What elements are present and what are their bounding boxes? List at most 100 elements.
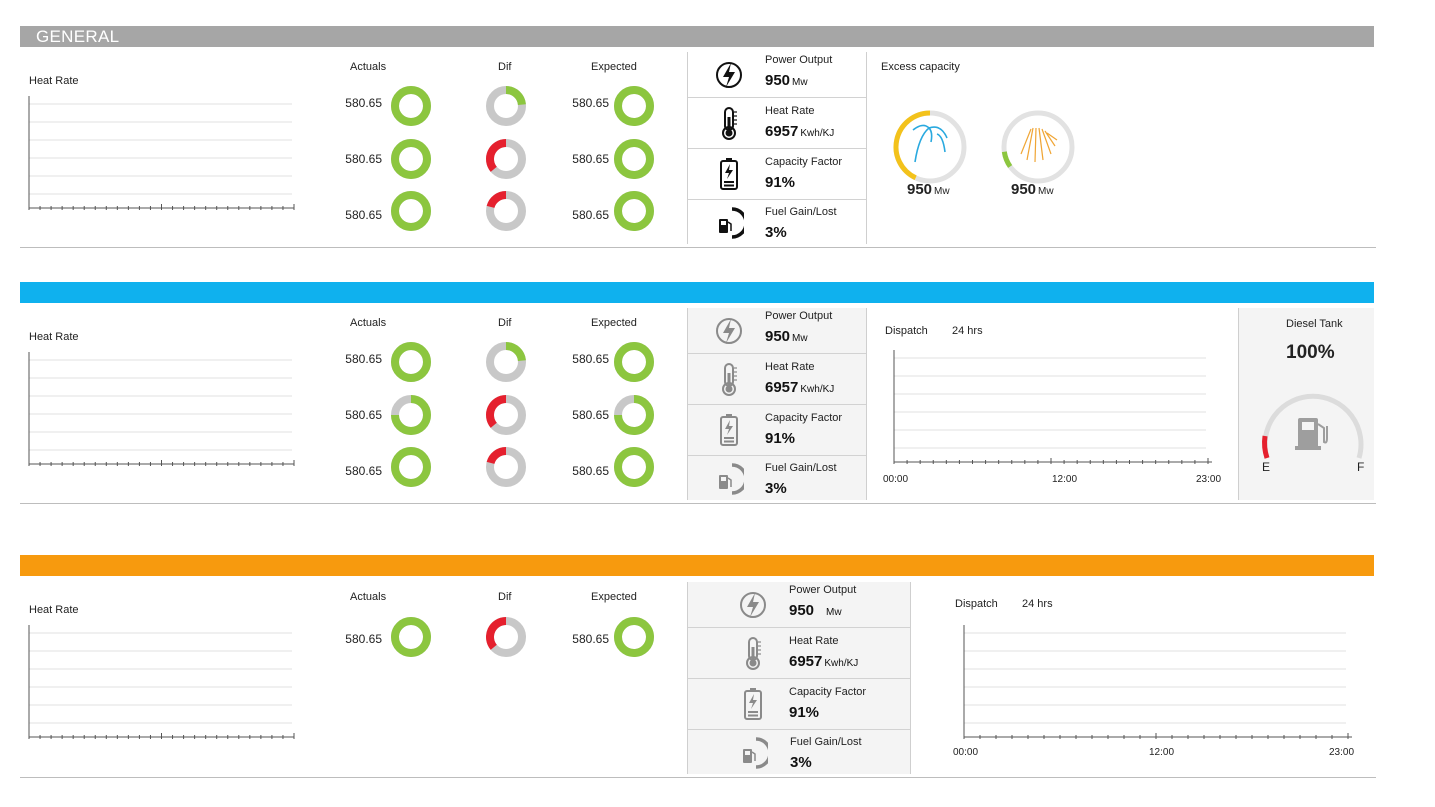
donut-fill (486, 191, 507, 209)
expected-donut (614, 447, 654, 487)
metric-label: Capacity Factor (789, 686, 867, 698)
donut-fill (614, 191, 654, 231)
expected-header: Expected (591, 317, 637, 329)
wind-capacity-value: 950 Mw (907, 181, 950, 198)
actual-donut (391, 191, 431, 231)
donut-fill (391, 191, 431, 231)
actual-value: 580.65 (345, 352, 382, 366)
excess-capacity-label: Excess capacity (881, 61, 960, 73)
dif-donut (486, 342, 526, 382)
metric-label: Fuel Gain/Lost (790, 736, 862, 748)
donut-fill (391, 447, 431, 487)
dispatch-tick-end: 23:00 (1196, 474, 1222, 485)
metric-label: Fuel Gain/Lost (765, 206, 837, 218)
section-header (20, 555, 1374, 576)
actual-donut (391, 342, 431, 382)
actual-donut (391, 139, 431, 179)
metric-value: 6957 Kwh/KJ (765, 123, 834, 140)
metric-capacity-factor: Capacity Factor 91% (688, 679, 910, 730)
power-value: 950 (789, 602, 815, 619)
metric-value: 91% (765, 174, 796, 191)
section-divider (20, 777, 1376, 778)
donut-fill (486, 395, 507, 428)
heat-rate-unit: Kwh/KJ (824, 658, 859, 669)
expected-value: 580.65 (572, 352, 609, 366)
donut-fill (614, 395, 654, 435)
expected-donut (614, 342, 654, 382)
metric-fuel-gain: Fuel Gain/Lost 3% (688, 730, 910, 774)
wind-gauge (893, 110, 967, 184)
dif-donut (486, 395, 526, 435)
metric-heat-rate: Heat Rate 6957 Kwh/KJ (688, 354, 866, 405)
metric-value: 6957 Kwh/KJ (765, 379, 834, 396)
donut-fill (505, 86, 526, 106)
gauge-unit: Mw (1038, 186, 1054, 197)
heat-rate-label: Heat Rate (29, 75, 79, 87)
metric-value: 950 Mw (765, 328, 808, 345)
gauge-unit: Mw (934, 186, 950, 197)
dispatch-label: Dispatch (955, 598, 998, 610)
power-value: 950 (765, 328, 791, 345)
actuals-header: Actuals (350, 61, 387, 73)
solar-capacity-value: 950 Mw (1011, 181, 1054, 198)
dispatch-label: Dispatch (885, 325, 928, 337)
metric-label: Power Output (765, 54, 833, 66)
expected-donut (614, 395, 654, 435)
metric-value: 6957 Kwh/KJ (789, 653, 858, 670)
section-title: GENERAL (36, 27, 120, 46)
metric-label: Capacity Factor (765, 412, 843, 424)
dispatch-tick-mid: 12:00 (1149, 747, 1175, 758)
dispatch-tick-end: 23:00 (1329, 747, 1355, 758)
dif-header: Dif (498, 591, 512, 603)
solar-gauge (1001, 110, 1075, 184)
section-orange: Heat Rate Actuals Dif Expected 580.65 58… (20, 555, 1376, 778)
donut-fill (505, 342, 526, 362)
metrics-panel: Power Output 950 Mw Heat Rate 6957 Kwh/KJ … (687, 308, 867, 500)
section-divider (20, 247, 1376, 248)
expected-donut (614, 617, 654, 657)
expected-value: 580.65 (572, 464, 609, 478)
gauge-value: 950 (907, 181, 933, 198)
metric-label: Power Output (789, 584, 857, 596)
metric-value: 950 Mw (765, 72, 808, 89)
metric-power-output: Power Output 950 Mw (688, 52, 866, 98)
actual-donut (391, 395, 431, 435)
actual-value: 580.65 (345, 408, 382, 422)
metric-label: Heat Rate (765, 361, 815, 373)
solar-icon (1020, 127, 1058, 163)
dif-header: Dif (498, 61, 512, 73)
expected-value: 580.65 (572, 152, 609, 166)
metric-power-output: Power Output 950 Mw (688, 308, 866, 354)
expected-value: 580.65 (572, 208, 609, 222)
dispatch-chart (893, 350, 1212, 464)
heat-rate-chart (28, 96, 295, 210)
metric-value: 91% (765, 430, 796, 447)
metric-capacity-factor: Capacity Factor 91% (688, 405, 866, 456)
expected-donut (614, 86, 654, 126)
thermometer-icon (722, 363, 737, 396)
metric-label: Heat Rate (765, 105, 815, 117)
lightning-icon (716, 318, 742, 344)
donut-fill (486, 139, 507, 172)
fuel-gauge-icon (719, 463, 744, 495)
donut-fill (391, 139, 431, 179)
section-header (20, 282, 1374, 303)
expected-header: Expected (591, 61, 637, 73)
donut-fill (391, 617, 431, 657)
section-divider (20, 503, 1376, 504)
power-value: 950 (765, 72, 791, 89)
donut-fill (614, 617, 654, 657)
actuals-header: Actuals (350, 591, 387, 603)
metric-label: Capacity Factor (765, 156, 843, 168)
dif-donut (486, 617, 526, 657)
diesel-empty-label: E (1262, 460, 1271, 474)
actual-donut (391, 447, 431, 487)
dif-donut (486, 139, 526, 179)
section-general: GENERAL Heat Rate Actuals Dif Expected 5… (20, 26, 1376, 248)
heat-rate-unit: Kwh/KJ (800, 128, 835, 139)
metric-value: 950 Mw (789, 602, 842, 619)
fuel-gauge-icon (719, 207, 744, 239)
dif-header: Dif (498, 317, 512, 329)
power-unit: Mw (792, 333, 808, 344)
excess-capacity-gauges (893, 110, 1075, 184)
